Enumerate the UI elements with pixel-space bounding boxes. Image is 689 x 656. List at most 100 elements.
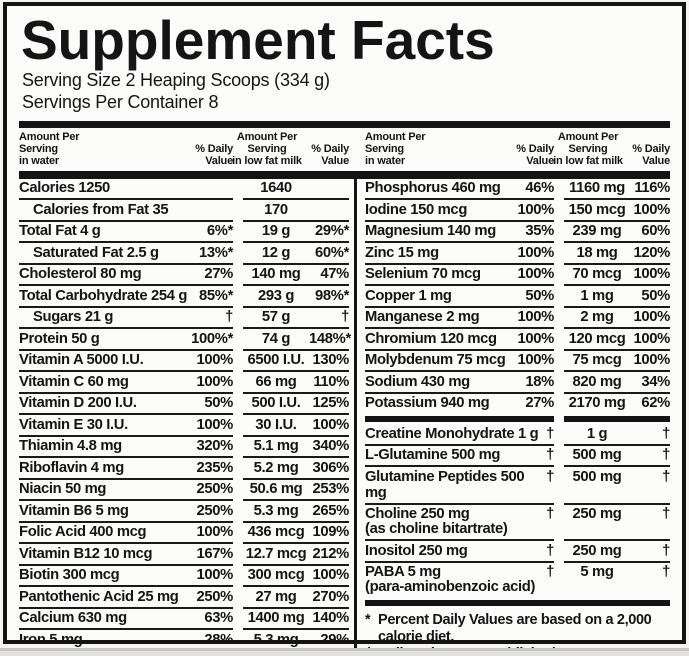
water-daily-value: 100% [517, 309, 555, 326]
milk-daily-value: 62% [641, 395, 670, 412]
milk-amount: 150 mcg [568, 201, 626, 218]
water-daily-value: 250% [196, 502, 234, 519]
milk-daily-value: † [662, 447, 670, 464]
table-row: Copper 1 mg 50% 1 mg 50% [365, 284, 670, 306]
water-daily-value: 50% [525, 287, 554, 304]
water-daily-value: 100% [517, 244, 555, 261]
milk-daily-value: 212% [312, 545, 350, 562]
nutrient-label: Calories from Fat 35 [33, 201, 169, 218]
table-row: L-Glutamine 500 mg † 500 mg † [365, 443, 670, 466]
milk-amount: 70 mcg [572, 266, 622, 283]
table-row: Iron 5 mg 28% 5.3 mg 29% [19, 628, 349, 650]
divider-bar-under-headers [19, 170, 670, 179]
nutrient-label: PABA 5 mg (para-aminobenzoic acid) [365, 564, 536, 596]
table-row: Vitamin B12 10 mcg 167% 12.7 mcg 212% [19, 542, 349, 564]
water-daily-value: 100% [517, 330, 555, 347]
section-divider-bar [365, 416, 670, 423]
milk-daily-value: 98%* [315, 287, 349, 304]
water-daily-value: 13%* [199, 244, 233, 261]
water-daily-value: † [546, 425, 554, 442]
column-headers: Amount Per Serving in water % Daily Valu… [19, 130, 670, 168]
milk-daily-value: 130% [312, 352, 350, 369]
nutrient-label: Iron 5 mg [19, 631, 83, 648]
milk-amount: 500 mg [572, 447, 622, 464]
milk-daily-value: 140% [312, 610, 350, 627]
divider-bar-top [19, 120, 670, 128]
water-daily-value: † [546, 447, 554, 464]
table-row: Vitamin D 200 I.U. 50% 500 I.U. 125% [19, 391, 349, 414]
water-daily-value: 27% [525, 395, 554, 412]
nutrient-label: Glutamine Peptides 500 mg [365, 468, 525, 501]
column-headers-right: Amount Per Serving in water % Daily Valu… [365, 130, 670, 168]
water-daily-value: 46% [525, 180, 554, 197]
milk-amount: 820 mg [572, 373, 622, 390]
water-daily-value: 235% [196, 459, 234, 476]
nutrient-label: Molybdenum 75 mcg [365, 352, 506, 369]
right-table-rows: Phosphorus 460 mg 46% 1160 mg 116% Iodine 15… [365, 179, 670, 611]
milk-amount: 2 mg [580, 309, 614, 326]
milk-daily-value: † [662, 542, 670, 559]
milk-daily-value: 148%* [309, 330, 351, 347]
milk-daily-value: 29%* [315, 223, 349, 240]
table-row: Magnesium 140 mg 35% 239 mg 60% [365, 219, 670, 242]
nutrient-label: Calcium 630 mg [19, 610, 127, 627]
nutrient-label: Vitamin B6 5 mg [19, 502, 129, 519]
header-amount-milk: Amount Per Serving in low fat milk [553, 130, 623, 167]
water-daily-value: 320% [196, 438, 234, 455]
header-daily-value-milk: % Daily Value [311, 142, 349, 167]
nutrient-label: Vitamin C 60 mg [19, 373, 129, 390]
table-row: Molybdenum 75 mcg 100% 75 mcg 100% [365, 348, 670, 371]
nutrient-label: L-Glutamine 500 mg [365, 447, 501, 464]
table-row: Potassium 940 mg 27% 2170 mg 62% [365, 391, 670, 414]
milk-daily-value: † [341, 309, 349, 326]
table-row: Cholesterol 80 mg 27% 140 mg 47% [19, 262, 349, 285]
table-row: Iodine 150 mcg 100% 150 mcg 100% [365, 198, 670, 220]
milk-amount: 1 g [586, 425, 608, 442]
header-amount-water: Amount Per Serving in water [365, 130, 426, 167]
header-amount-milk: Amount Per Serving in low fat milk [232, 130, 302, 167]
table-row: Thiamin 4.8 mg 320% 5.1 mg 340% [19, 434, 349, 457]
milk-amount: 6500 I.U. [247, 352, 305, 369]
milk-amount: 1400 mg [247, 610, 305, 627]
nutrient-label: Vitamin D 200 I.U. [19, 395, 137, 412]
milk-daily-value: 120% [633, 244, 671, 261]
milk-amount: 18 mg [576, 244, 618, 261]
water-daily-value: † [546, 542, 554, 559]
milk-amount: 2170 mg [568, 395, 626, 412]
milk-daily-value: 253% [312, 481, 350, 498]
milk-daily-value: 60% [641, 223, 670, 240]
milk-daily-value: † [662, 468, 670, 485]
asterisk-symbol: * [365, 612, 371, 629]
table-row: Calories 1250 1640 [19, 179, 349, 199]
nutrient-label: Chromium 120 mcg [365, 330, 497, 347]
nutrition-tables: Calories 1250 1640 Calories from Fat 35 170… [19, 178, 670, 656]
nutrient-label: Inositol 250 mg [365, 542, 468, 559]
water-daily-value: 100% [196, 416, 234, 433]
milk-amount: 27 mg [255, 588, 297, 605]
table-row: Total Fat 4 g 6%* 19 g 29%* [19, 219, 349, 242]
milk-daily-value: 50% [641, 287, 670, 304]
water-daily-value: 100% [517, 201, 555, 218]
table-row: Total Carbohydrate 254 g 85%* 293 g 98%* [19, 284, 349, 306]
table-row: Biotin 300 mcg 100% 300 mcg 100% [19, 563, 349, 586]
water-daily-value: 50% [204, 395, 233, 412]
column-headers-left: Amount Per Serving in water % Daily Valu… [19, 130, 349, 168]
vertical-divider [354, 178, 357, 656]
milk-daily-value: 306% [312, 459, 350, 476]
servings-per-container-text: Servings Per Container 8 [22, 91, 219, 112]
milk-amount: 5.3 mg [253, 502, 299, 519]
nutrient-label: Total Fat 4 g [19, 223, 101, 240]
nutrient-label: Folic Acid 400 mcg [19, 524, 147, 541]
footnote-daily-values: * Percent Daily Values are based on a 2,… [365, 612, 652, 646]
milk-amount: 1160 mg [569, 180, 625, 197]
milk-daily-value: 34% [641, 373, 670, 390]
water-daily-value: † [546, 564, 554, 581]
milk-amount: 74 g [261, 330, 291, 347]
table-row: Sugars 21 g † 57 g † [19, 305, 349, 328]
table-row: Inositol 250 mg † 250 mg † [365, 539, 670, 561]
nutrient-label: Total Carbohydrate 254 g [19, 287, 188, 304]
water-daily-value: 100% [196, 567, 234, 584]
nutrient-label: Choline 250 mg (as choline bitartrate) [365, 506, 508, 538]
milk-daily-value: 100% [633, 266, 671, 283]
